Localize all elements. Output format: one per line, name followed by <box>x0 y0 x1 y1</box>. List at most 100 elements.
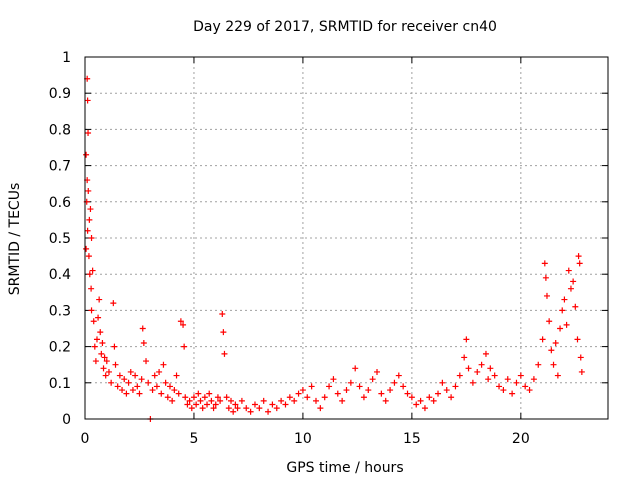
data-point <box>101 354 108 361</box>
data-point <box>184 401 191 408</box>
y-tick-label: 0.6 <box>49 195 71 211</box>
data-point <box>330 376 337 383</box>
data-point <box>552 339 559 346</box>
data-point <box>496 383 503 390</box>
data-point <box>214 394 221 401</box>
data-point <box>138 376 145 383</box>
data-point <box>339 397 346 404</box>
data-point <box>175 390 182 397</box>
data-point <box>180 321 187 328</box>
data-point <box>221 350 228 357</box>
data-point <box>443 387 450 394</box>
data-point <box>456 372 463 379</box>
data-point <box>504 376 511 383</box>
data-point <box>574 336 581 343</box>
data-point <box>530 376 537 383</box>
data-point <box>482 350 489 357</box>
data-point <box>286 394 293 401</box>
data-point <box>243 405 250 412</box>
data-point <box>491 372 498 379</box>
data-point <box>219 311 226 318</box>
data-point <box>565 267 572 274</box>
data-point <box>223 394 230 401</box>
data-point <box>260 397 267 404</box>
data-point <box>166 383 173 390</box>
data-point <box>369 376 376 383</box>
data-point <box>85 187 92 194</box>
data-point <box>578 368 585 375</box>
data-point <box>85 130 92 137</box>
data-point <box>88 235 95 241</box>
plot-frame <box>84 56 609 420</box>
data-point <box>220 329 227 336</box>
data-point <box>145 379 152 386</box>
grid-lines <box>85 57 608 419</box>
data-point <box>164 394 171 401</box>
data-point <box>162 379 169 386</box>
data-point <box>567 285 574 292</box>
data-point <box>206 390 213 397</box>
data-point <box>234 405 241 412</box>
y-tick-labels: 0 0.1 0.2 0.3 0.4 0.5 0.6 0.7 0.8 0.9 1 <box>49 50 71 428</box>
data-point <box>97 329 104 336</box>
data-point <box>430 397 437 404</box>
data-point <box>188 405 195 412</box>
data-point <box>156 368 163 375</box>
data-point <box>88 285 95 292</box>
data-point <box>554 372 561 379</box>
data-point <box>304 394 311 401</box>
data-point <box>321 394 328 401</box>
data-point <box>123 390 130 397</box>
data-point <box>469 379 476 386</box>
data-point <box>112 361 119 368</box>
data-point <box>312 397 319 404</box>
data-point <box>395 372 402 379</box>
data-point <box>439 379 446 386</box>
data-point <box>535 361 542 368</box>
y-axis-label: SRMTID / TECUs <box>7 183 23 296</box>
data-point <box>570 278 577 285</box>
data-point <box>84 227 91 234</box>
data-point <box>463 336 470 343</box>
data-point <box>190 394 197 401</box>
data-point <box>251 401 258 408</box>
data-point <box>347 379 354 386</box>
data-point <box>102 372 109 379</box>
data-point <box>478 361 485 368</box>
data-point <box>435 390 442 397</box>
y-tick-label: 0.9 <box>49 86 71 102</box>
data-point <box>352 365 359 372</box>
data-point <box>92 358 99 365</box>
data-point <box>105 368 112 375</box>
data-point <box>299 387 306 394</box>
data-point <box>134 383 141 390</box>
data-point <box>210 405 217 412</box>
data-point <box>173 372 180 379</box>
data-point <box>576 260 583 267</box>
data-point <box>426 394 433 401</box>
data-point <box>90 318 97 325</box>
data-point <box>421 405 428 412</box>
data-point <box>119 387 126 394</box>
data-point <box>204 401 211 408</box>
data-point <box>500 387 507 394</box>
data-point <box>121 376 128 383</box>
data-point <box>378 390 385 397</box>
data-point <box>417 397 424 404</box>
data-point <box>526 387 533 394</box>
data-point <box>452 383 459 390</box>
data-point <box>96 296 103 303</box>
data-point <box>548 347 555 354</box>
data-point <box>448 394 455 401</box>
data-point <box>88 307 95 314</box>
data-point <box>83 151 90 158</box>
data-point <box>360 394 367 401</box>
y-tick-label: 1 <box>62 50 71 66</box>
data-point <box>110 300 117 307</box>
data-point <box>517 372 524 379</box>
data-point <box>129 387 136 394</box>
data-point <box>86 216 93 223</box>
y-tick-label: 0.3 <box>49 303 71 319</box>
data-point <box>509 390 516 397</box>
data-point <box>177 318 184 325</box>
